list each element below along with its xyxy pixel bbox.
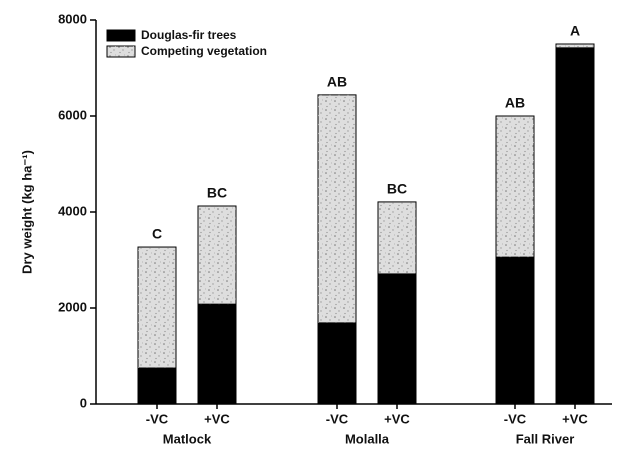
x-tick-label: -VC xyxy=(326,411,349,426)
legend-texture xyxy=(107,46,135,57)
legend-label: Douglas-fir trees xyxy=(141,28,237,42)
bar-segment xyxy=(495,256,535,405)
significance-letter: C xyxy=(152,226,162,242)
bar-texture xyxy=(198,206,236,305)
y-tick-label: 2000 xyxy=(58,299,87,314)
y-tick-label: 4000 xyxy=(58,203,87,218)
y-axis-label: Dry weight (kg ha⁻¹) xyxy=(19,150,34,274)
bar-texture xyxy=(496,116,534,258)
group-label: Matlock xyxy=(163,431,212,446)
bar-segment xyxy=(317,322,357,405)
bar-segment xyxy=(377,273,417,405)
significance-letter: A xyxy=(570,23,580,39)
y-tick-label: 0 xyxy=(80,395,87,410)
x-tick-label: +VC xyxy=(384,411,410,426)
x-tick-label: -VC xyxy=(146,411,169,426)
y-tick-label: 6000 xyxy=(58,107,87,122)
group-label: Molalla xyxy=(345,431,390,446)
bar-texture xyxy=(138,247,176,368)
legend-label: Competing vegetation xyxy=(141,44,267,58)
bar-segment xyxy=(197,303,237,405)
legend-swatch xyxy=(106,29,136,42)
significance-letter: BC xyxy=(387,181,407,197)
x-tick-label: -VC xyxy=(504,411,527,426)
significance-letter: BC xyxy=(207,185,227,201)
y-tick-label: 8000 xyxy=(58,11,87,26)
x-tick-label: +VC xyxy=(204,411,230,426)
group-label: Fall River xyxy=(516,431,575,446)
significance-letter: AB xyxy=(505,95,525,111)
bar-texture xyxy=(318,94,356,323)
bar-texture xyxy=(556,44,594,48)
x-tick-label: +VC xyxy=(562,411,588,426)
bar-segment xyxy=(137,367,177,405)
bar-segment xyxy=(555,47,595,405)
bar-texture xyxy=(378,201,416,274)
significance-letter: AB xyxy=(327,74,347,90)
